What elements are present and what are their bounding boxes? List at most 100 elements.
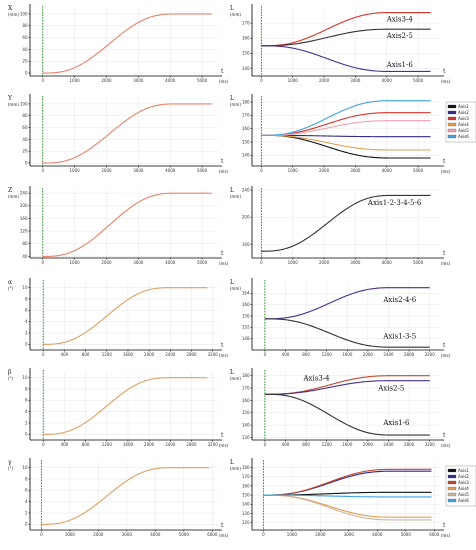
y-tick-label: 80 — [22, 113, 28, 118]
x-tick-label: 1200 — [102, 352, 113, 357]
x-axis-label: t — [443, 522, 446, 529]
x-axis-label: t — [221, 432, 224, 439]
x-tick-label: 1200 — [102, 442, 113, 447]
x-tick-label: 0 — [260, 78, 263, 83]
series-line — [261, 11, 431, 47]
x-tick-label: 0 — [264, 352, 267, 357]
y-tick-label: 150 — [242, 410, 250, 415]
x-tick-label: 400 — [282, 352, 290, 357]
y-axis-label: L — [230, 95, 234, 102]
series-line — [263, 494, 432, 521]
y-tick-label: 40 — [22, 137, 28, 142]
y-axis-unit: (°) — [8, 376, 14, 381]
chart-panel: 0 1000 2000 3000 4000 5000 6000 120 130 140 150 160… — [230, 458, 476, 538]
y-tick-label: 100 — [20, 101, 28, 106]
y-tick-label: 0 — [25, 70, 28, 75]
y-tick-label: 150 — [242, 139, 250, 144]
y-tick-label: 140 — [242, 66, 250, 71]
x-axis-label: t — [443, 432, 446, 439]
x-tick-label: 3200 — [208, 442, 219, 447]
legend-entry: Axis2 — [458, 474, 469, 479]
y-tick-label: 2 — [25, 420, 28, 425]
x-axis-label: t — [221, 158, 224, 165]
series-annotation: Axis1-2-3-4-5-6 — [367, 199, 422, 207]
y-tick-label: 180 — [242, 373, 250, 378]
y-tick-label: 150 — [242, 51, 250, 56]
y-axis-label: L — [230, 369, 234, 376]
series-line — [264, 393, 430, 436]
y-tick-label: 100 — [20, 11, 28, 16]
y-tick-label: 130 — [242, 435, 250, 440]
x-axis-unit: (ms) — [441, 169, 451, 174]
legend-entry: Axis1 — [458, 468, 469, 473]
x-axis-label: t — [221, 250, 224, 257]
series-line — [264, 287, 430, 320]
y-tick-label: 120 — [242, 520, 250, 525]
x-tick-label: 5000 — [197, 260, 208, 265]
legend-swatch — [447, 498, 457, 503]
x-tick-label: 800 — [302, 442, 310, 447]
series-line — [43, 377, 208, 435]
x-tick-label: 2400 — [383, 442, 394, 447]
x-tick-label: 2000 — [144, 352, 155, 357]
x-tick-label: 4000 — [150, 532, 161, 537]
x-tick-label: 1200 — [322, 442, 333, 447]
y-tick-label: 240 — [242, 187, 250, 192]
x-tick-label: 3000 — [133, 260, 144, 265]
y-tick-label: 20 — [22, 59, 28, 64]
x-tick-label: 2800 — [186, 352, 197, 357]
x-axis-label: t — [443, 250, 446, 257]
x-tick-label: 3200 — [425, 352, 436, 357]
x-tick-label: 1600 — [123, 352, 134, 357]
y-axis-label: L — [230, 459, 234, 466]
y-tick-label: 152 — [242, 325, 250, 330]
y-axis-unit: (mm) — [8, 102, 19, 107]
y-tick-label: 60 — [22, 125, 28, 130]
y-tick-label: 200 — [20, 203, 28, 208]
series-line — [43, 287, 208, 345]
y-axis-label: L — [230, 5, 234, 12]
series-line — [261, 45, 431, 73]
y-tick-label: 8 — [25, 386, 28, 391]
legend-entry: Axis3 — [458, 480, 469, 485]
x-axis-unit: (ms) — [441, 443, 451, 448]
y-tick-label: 0 — [25, 342, 28, 347]
x-axis-unit: (ms) — [219, 533, 229, 538]
x-tick-label: 2000 — [363, 442, 374, 447]
x-tick-label: 2000 — [101, 260, 112, 265]
series-annotation: Axis1-6 — [386, 61, 414, 69]
x-tick-label: 3000 — [350, 168, 361, 173]
x-tick-label: 5000 — [413, 78, 424, 83]
x-tick-label: 0 — [40, 532, 43, 537]
y-axis-unit: (mm) — [8, 194, 19, 199]
chart-panel: 0 1000 2000 3000 4000 5000 0 20 40 60 80 100 Y(mm) t (… — [7, 94, 229, 174]
x-axis-label: t — [221, 522, 224, 529]
series-line — [261, 28, 431, 47]
series-line — [263, 470, 432, 496]
x-tick-label: 6000 — [207, 532, 218, 537]
x-axis-unit: (ms) — [219, 79, 229, 84]
x-tick-label: 800 — [302, 352, 310, 357]
y-tick-label: 140 — [242, 502, 250, 507]
legend-swatch — [447, 480, 457, 485]
x-axis-label: t — [443, 68, 446, 75]
y-tick-label: 170 — [242, 474, 250, 479]
x-tick-label: 1000 — [70, 260, 81, 265]
legend-swatch — [447, 122, 457, 127]
series-annotation: Axis3-4 — [303, 375, 331, 383]
legend-entry: Axis1 — [458, 104, 469, 109]
x-tick-label: 1600 — [123, 442, 134, 447]
x-tick-label: 1000 — [288, 168, 299, 173]
y-tick-label: 160 — [242, 483, 250, 488]
x-tick-label: 800 — [82, 442, 90, 447]
legend-swatch — [447, 492, 457, 497]
x-tick-label: 0 — [42, 352, 45, 357]
y-axis-unit: (mm) — [230, 286, 241, 291]
x-tick-label: 1000 — [70, 168, 81, 173]
series-annotation: Axis1-3-5 — [382, 333, 416, 341]
legend-entry: Axis2 — [458, 110, 469, 115]
y-tick-label: 0 — [25, 160, 28, 165]
x-tick-label: 3000 — [133, 78, 144, 83]
x-tick-label: 3200 — [208, 352, 219, 357]
